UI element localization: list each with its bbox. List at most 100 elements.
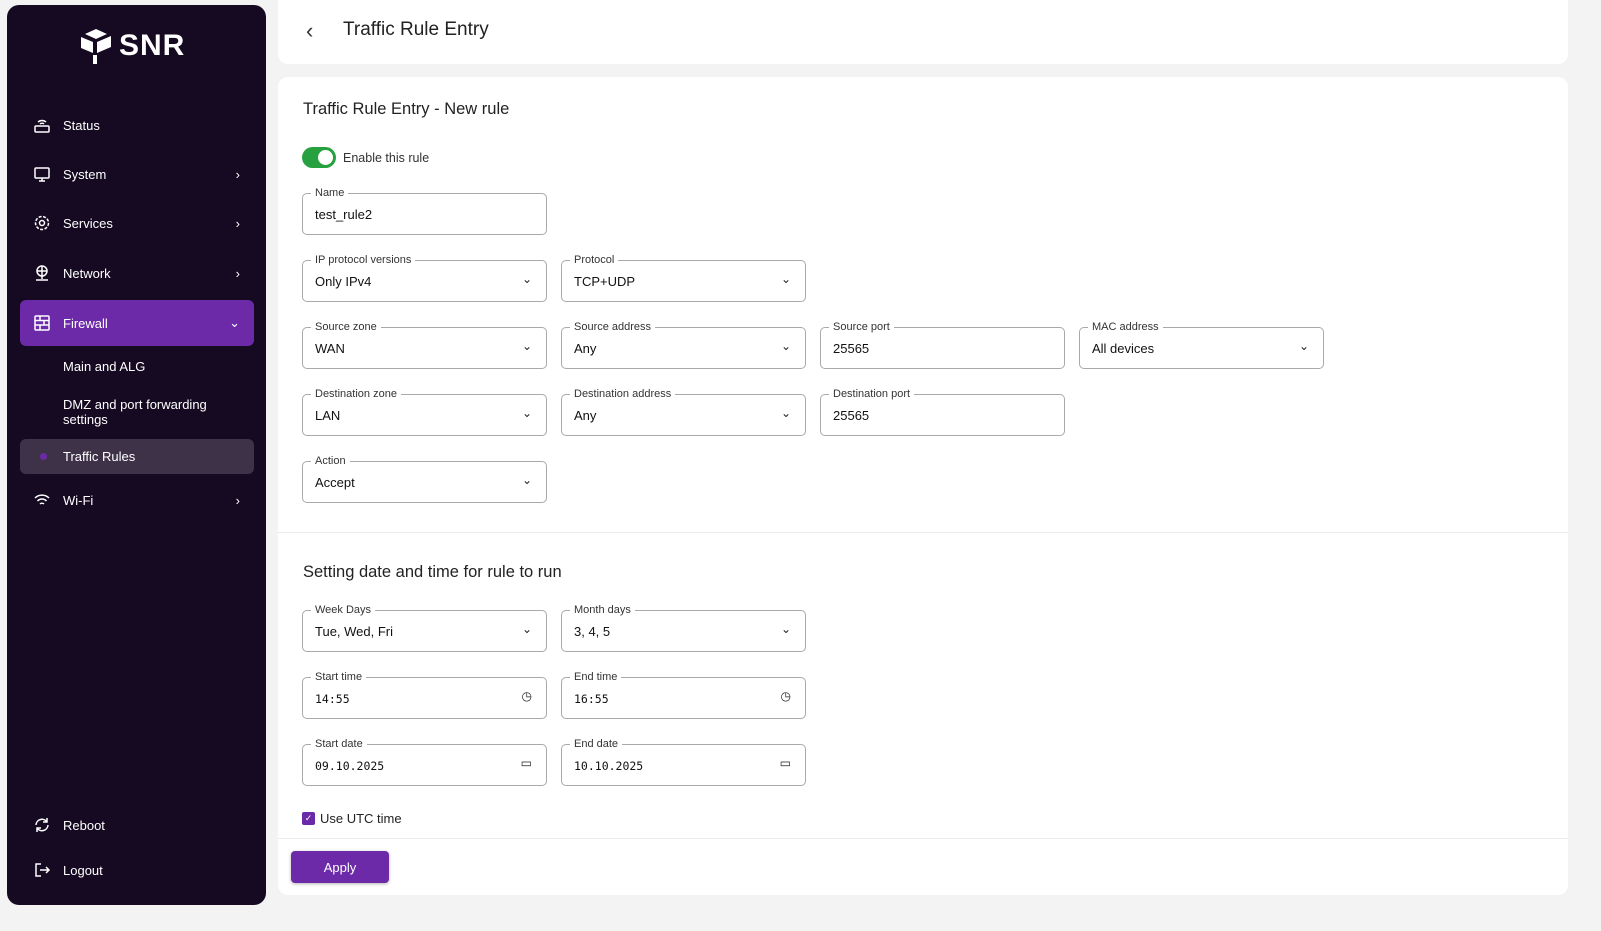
name-input[interactable]: Name test_rule2 — [302, 186, 547, 235]
use-utc-checkbox[interactable]: ✓ — [302, 812, 315, 825]
field-value: 3, 4, 5 — [574, 624, 611, 639]
action-select[interactable]: Action Accept ⌄ — [302, 454, 547, 503]
field-label: Start time — [311, 670, 367, 684]
chevron-down-icon: ⌄ — [780, 339, 791, 353]
week-days-select[interactable]: Week Days Tue, Wed, Fri ⌄ — [302, 603, 547, 652]
sidebar-item-label: Logout — [63, 862, 103, 878]
chevron-down-icon: ⌄ — [521, 622, 532, 636]
gear-icon — [33, 214, 51, 232]
field-value: Any — [574, 341, 597, 356]
field-value: TCP+UDP — [574, 274, 636, 289]
mac-address-select[interactable]: MAC address All devices ⌄ — [1079, 320, 1324, 369]
chevron-down-icon: ⌄ — [521, 406, 532, 420]
start-date-input[interactable]: Start date 09.10.2025 ▭ — [302, 737, 547, 786]
enable-rule-label: Enable this rule — [343, 151, 430, 165]
page-header: ‹ Traffic Rule Entry — [278, 0, 1568, 64]
active-dot-icon — [40, 453, 47, 460]
field-value: WAN — [315, 341, 345, 356]
clock-icon[interactable]: ◷ — [780, 689, 791, 703]
source-address-select[interactable]: Source address Any ⌄ — [561, 320, 806, 369]
field-label: Action — [311, 454, 350, 468]
chevron-down-icon: ⌄ — [1298, 339, 1309, 353]
footer-divider — [278, 838, 1568, 839]
field-value: All devices — [1092, 341, 1155, 356]
field-label: Name — [311, 186, 349, 200]
protocol-select[interactable]: Protocol TCP+UDP ⌄ — [561, 253, 806, 302]
field-value: 14:55 — [315, 692, 350, 706]
sidebar-item-label: Firewall — [63, 315, 108, 331]
source-port-input[interactable]: Source port 25565 — [820, 320, 1065, 369]
field-value: 09.10.2025 — [315, 759, 385, 773]
field-label: End time — [570, 670, 622, 684]
snr-logo: SNR — [79, 27, 185, 65]
back-arrow-icon[interactable]: ‹ — [306, 18, 314, 43]
sidebar-item-system[interactable]: System › — [20, 154, 254, 194]
apply-button[interactable]: Apply — [291, 851, 389, 883]
field-label: Destination address — [570, 387, 676, 401]
page-title: Traffic Rule Entry — [343, 19, 489, 40]
destination-port-input[interactable]: Destination port 25565 — [820, 387, 1065, 436]
field-value: test_rule2 — [315, 207, 373, 222]
sidebar-item-label: Status — [63, 117, 100, 133]
sidebar-item-label: Services — [63, 215, 113, 231]
sidebar-item-label: System — [63, 166, 107, 182]
field-value: Tue, Wed, Fri — [315, 624, 394, 639]
sidebar-item-services[interactable]: Services › — [20, 203, 254, 243]
calendar-icon[interactable]: ▭ — [779, 756, 791, 770]
destination-address-select[interactable]: Destination address Any ⌄ — [561, 387, 806, 436]
field-label: Destination port — [829, 387, 915, 401]
globe-network-icon — [33, 264, 51, 282]
sidebar-subitem-main-alg[interactable]: Main and ALG — [63, 359, 146, 374]
field-label: Destination zone — [311, 387, 401, 401]
field-value: Only IPv4 — [315, 274, 372, 289]
source-zone-select[interactable]: Source zone WAN ⌄ — [302, 320, 547, 369]
field-label: IP protocol versions — [311, 253, 416, 267]
field-label: Source port — [829, 320, 894, 334]
sidebar-item-label: Traffic Rules — [63, 449, 136, 464]
field-label: End date — [570, 737, 623, 751]
logout-button[interactable]: Logout — [20, 850, 254, 890]
chevron-right-icon: › — [235, 215, 240, 231]
sidebar-item-firewall[interactable]: Firewall ⌄ — [20, 300, 254, 346]
sidebar-item-label: Reboot — [63, 817, 105, 833]
chevron-down-icon: ⌄ — [521, 473, 532, 487]
end-date-input[interactable]: End date 10.10.2025 ▭ — [561, 737, 806, 786]
logout-icon — [33, 861, 51, 879]
chevron-down-icon: ⌄ — [521, 339, 532, 353]
month-days-select[interactable]: Month days 3, 4, 5 ⌄ — [561, 603, 806, 652]
chevron-down-icon: ⌄ — [780, 622, 791, 636]
destination-zone-select[interactable]: Destination zone LAN ⌄ — [302, 387, 547, 436]
field-value: LAN — [315, 408, 341, 423]
field-value: Any — [574, 408, 597, 423]
end-time-input[interactable]: End time 16:55 ◷ — [561, 670, 806, 719]
schedule-title: Setting date and time for rule to run — [303, 563, 562, 581]
field-value: Accept — [315, 475, 355, 490]
monitor-icon — [33, 165, 51, 183]
reboot-icon — [33, 816, 51, 834]
section-divider — [278, 532, 1568, 533]
chevron-down-icon: ⌄ — [521, 272, 532, 286]
chevron-down-icon: ⌄ — [780, 272, 791, 286]
enable-rule-toggle[interactable] — [302, 147, 336, 168]
field-value: 16:55 — [574, 692, 609, 706]
field-value: 10.10.2025 — [574, 759, 644, 773]
reboot-button[interactable]: Reboot — [20, 805, 254, 845]
field-label: Source zone — [311, 320, 381, 334]
sidebar-subitem-traffic-rules[interactable]: Traffic Rules — [20, 439, 254, 474]
ip-versions-select[interactable]: IP protocol versions Only IPv4 ⌄ — [302, 253, 547, 302]
field-label: Start date — [311, 737, 367, 751]
sidebar-item-network[interactable]: Network › — [20, 253, 254, 293]
chevron-down-icon: ⌄ — [780, 406, 791, 420]
sidebar-item-status[interactable]: Status — [20, 105, 254, 145]
use-utc-label: Use UTC time — [320, 811, 402, 826]
sidebar-item-label: Wi-Fi — [63, 492, 94, 508]
field-value: 25565 — [833, 408, 870, 423]
sidebar-subitem-dmz[interactable]: DMZ and port forwarding settings — [63, 397, 207, 427]
start-time-input[interactable]: Start time 14:55 ◷ — [302, 670, 547, 719]
wifi-icon — [33, 491, 51, 509]
clock-icon[interactable]: ◷ — [521, 689, 532, 703]
field-label: MAC address — [1088, 320, 1163, 334]
chevron-right-icon: › — [235, 166, 240, 182]
sidebar-item-wifi[interactable]: Wi-Fi › — [20, 480, 254, 520]
calendar-icon[interactable]: ▭ — [520, 756, 532, 770]
